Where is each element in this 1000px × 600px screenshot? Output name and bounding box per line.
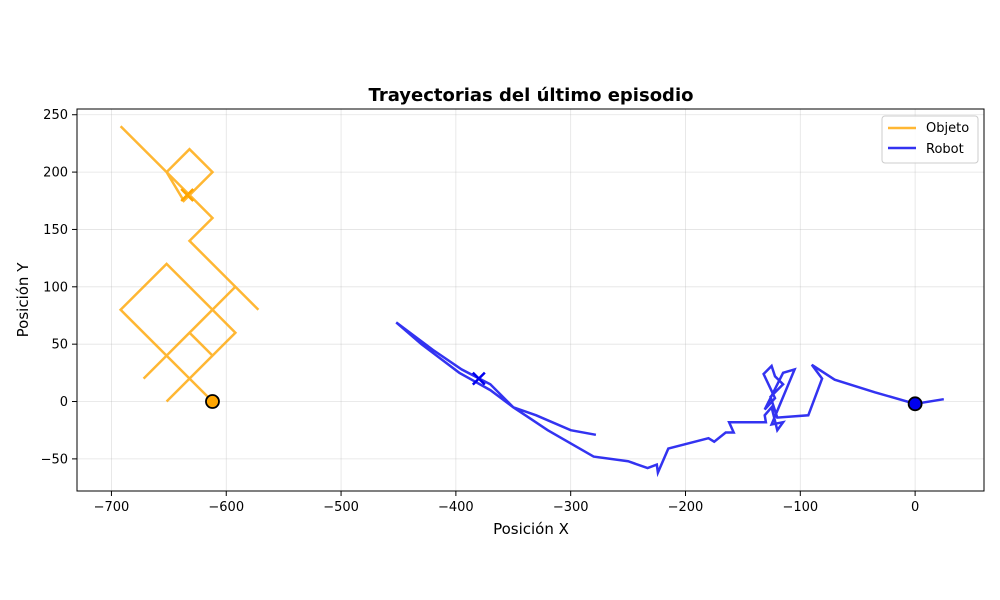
legend-label-objeto: Objeto [926,121,969,136]
x-tick-label: −400 [438,500,474,515]
y-axis-label: Posición Y [14,262,32,338]
grid [77,109,984,491]
x-tick-label: −600 [208,500,244,515]
legend-label-robot: Robot [926,142,964,157]
series-line-objeto [118,125,260,403]
start-marker-robot [907,396,923,412]
x-tick-label: 0 [911,500,919,515]
y-tick-label: −50 [41,452,68,467]
x-tick-label: −300 [553,500,589,515]
y-tick-label: 150 [43,223,68,238]
x-tick-label: −500 [323,500,359,515]
x-tick-label: −700 [94,500,130,515]
series-line-robot [395,321,944,478]
end-marker-objeto [180,188,195,202]
x-tick-label: −200 [668,500,704,515]
y-tick-label: 100 [43,280,68,295]
chart-title: Trayectorias del último episodio [369,85,694,106]
y-tick-label: 50 [51,338,68,353]
x-tick-label: −100 [782,500,818,515]
end-marker-robot [471,371,486,386]
ticks: −700 −600 −500 −400 −300 −200 −100 0−5005010015… [41,108,920,515]
y-tick-label: 250 [43,108,68,123]
y-tick-label: 200 [43,166,68,181]
start-marker-objeto [205,394,220,409]
x-axis-label: Posición X [493,520,569,538]
series-layer [118,125,944,478]
y-tick-label: 0 [60,395,68,410]
legend: Objeto Robot [881,115,979,164]
plot-frame [76,108,985,492]
